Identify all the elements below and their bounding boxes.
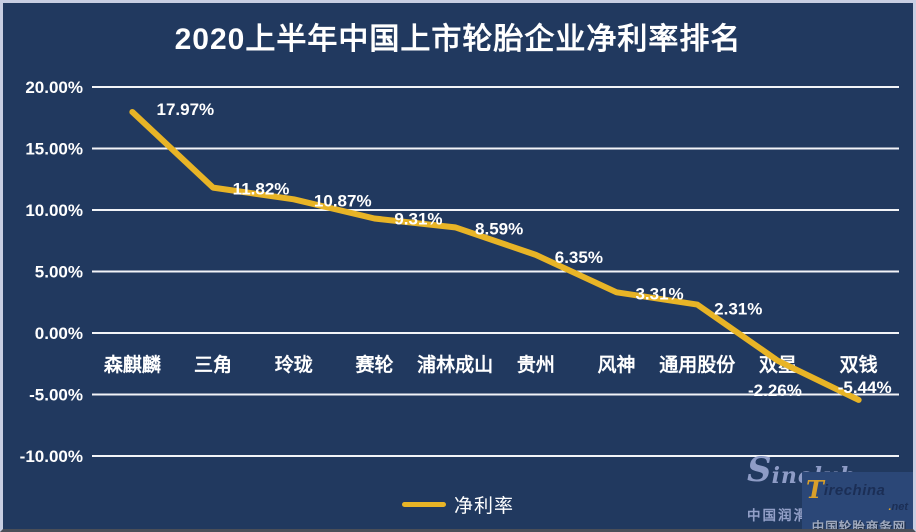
x-axis-category-label: 贵州 — [517, 354, 555, 376]
data-label: 11.82% — [233, 180, 290, 199]
data-label: 8.59% — [475, 219, 523, 238]
data-label: 10.87% — [314, 191, 372, 210]
x-axis-category-label: 双星 — [759, 354, 797, 376]
y-axis-tick-label: 0.00% — [35, 324, 83, 343]
data-label: 2.31% — [714, 300, 762, 319]
chart-legend: 净利率 — [401, 491, 515, 518]
legend-series-label: 净利率 — [453, 496, 515, 517]
x-axis-category-label: 玲珑 — [275, 353, 313, 376]
x-axis-category-label: 浦林成山 — [417, 353, 493, 376]
y-axis-tick-label: -5.00% — [29, 386, 83, 405]
data-label: -5.44% — [838, 378, 892, 397]
net-margin-line — [129, 108, 862, 403]
x-axis-category-label: 森麒麟 — [104, 353, 162, 376]
chart-title: 2020上半年中国上市轮胎企业净利率排名 — [174, 23, 742, 56]
x-axis-category-label: 赛轮 — [354, 353, 393, 376]
data-label: 6.35% — [555, 248, 603, 267]
data-label: 3.31% — [635, 284, 683, 303]
chart-svg: 20.00% 15.00% 10.00% 5.00% 0.00% -5.00% -10.00… — [20, 78, 899, 466]
x-axis-category-label: 风神 — [598, 353, 636, 376]
legend-line-swatch — [401, 502, 446, 507]
x-axis-category-label: 通用股份 — [659, 353, 736, 376]
data-label: 9.31% — [394, 209, 442, 228]
y-axis-tick-label: 20.00% — [25, 78, 83, 97]
x-axis-category-label: 三角 — [194, 353, 232, 376]
y-axis-tick-label: -10.00% — [20, 447, 83, 466]
x-axis-category-label: 双钱 — [840, 353, 878, 376]
y-axis-tick-label: 5.00% — [35, 263, 83, 282]
data-label: 17.97% — [157, 100, 215, 119]
y-axis-tick-label: 15.00% — [25, 140, 83, 159]
y-axis-tick-label: 10.00% — [25, 201, 83, 220]
data-label: -2.26% — [748, 381, 802, 400]
